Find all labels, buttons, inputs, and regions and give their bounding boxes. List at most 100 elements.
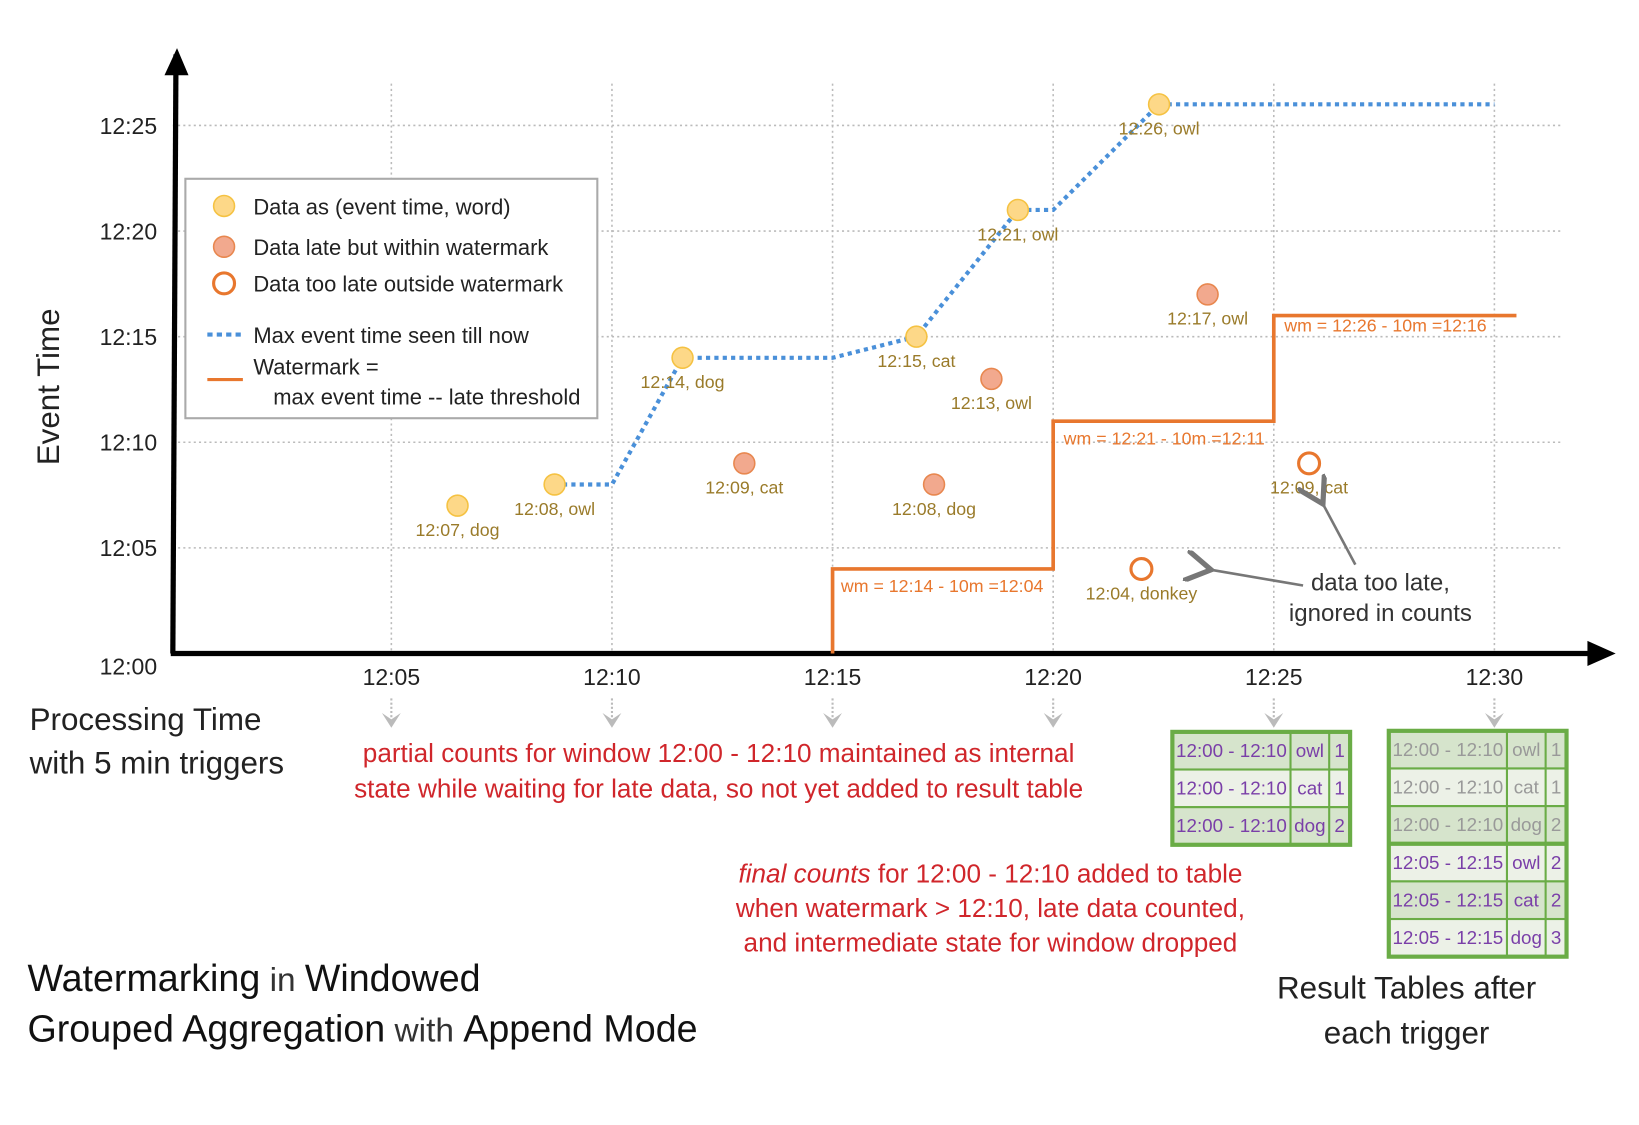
- x-axis-arrowhead: [1587, 640, 1616, 667]
- data-point-on-time: [1006, 198, 1030, 222]
- table-cell: 12:00 - 12:10: [1176, 778, 1287, 799]
- data-point-label: 12:14, dog: [641, 372, 725, 392]
- y-axis-title: Event Time: [31, 308, 66, 465]
- data-point-late: [1196, 283, 1219, 306]
- watermark-line: [830, 313, 1517, 654]
- table-row: [1387, 917, 1568, 958]
- data-point-on-time: [543, 473, 566, 496]
- x-tick-label: 12:20: [1024, 664, 1082, 690]
- trigger-arrow-head-icon: [381, 713, 401, 728]
- table-cell: 2: [1551, 852, 1561, 873]
- data-point-label: 12:09, cat: [1270, 478, 1348, 498]
- table-cell: 2: [1551, 889, 1561, 910]
- x-tick-label: 12:10: [583, 664, 641, 690]
- x-tick-label: 12:05: [363, 664, 421, 690]
- legend-item: max event time -- late threshold: [273, 385, 580, 410]
- legend-item: Max event time seen till now: [253, 323, 529, 348]
- y-tick-label: 12:05: [100, 535, 158, 561]
- table-cell: 12:00 - 12:10: [1392, 739, 1503, 760]
- on-time-dot-icon: [212, 194, 236, 218]
- trigger-arrow-head-icon: [1484, 713, 1504, 728]
- data-point-label: 12:13, owl: [951, 393, 1032, 413]
- table-cell: dog: [1511, 814, 1542, 835]
- x-tick-label: 12:15: [804, 664, 862, 690]
- data-point-too-late: [1297, 451, 1322, 476]
- trigger-arrow-head-icon: [1043, 713, 1063, 728]
- partial-counts-note: partial counts for window 12:00 - 12:10 …: [363, 738, 1075, 768]
- table-cell: 12:05 - 12:15: [1392, 852, 1503, 873]
- x-axis-title-line1: Processing Time: [30, 702, 262, 737]
- final-counts-note: when watermark > 12:10, late data counte…: [735, 893, 1245, 923]
- y-tick-label: 12:20: [100, 218, 158, 244]
- data-point-late: [922, 473, 946, 496]
- table-row: [1387, 805, 1568, 845]
- too-late-ring-icon: [212, 271, 237, 296]
- data-point-on-time: [1147, 93, 1171, 116]
- legend-item: Data too late outside watermark: [253, 272, 563, 297]
- final-counts-note: final counts for 12:00 - 12:10 added to …: [738, 858, 1242, 888]
- partial-counts-note: state while waiting for late data, so no…: [354, 774, 1083, 804]
- diagram-title-line2: Grouped Aggregation with Append Mode: [28, 1007, 698, 1049]
- y-axis-arrowhead: [164, 48, 189, 76]
- table-cell: 1: [1334, 778, 1344, 799]
- table-cell: 1: [1551, 777, 1561, 798]
- data-point-on-time: [905, 325, 928, 348]
- data-point-on-time: [446, 494, 469, 517]
- table-cell: owl: [1296, 740, 1324, 761]
- legend-item: Data as (event time, word): [253, 194, 510, 219]
- y-tick-label: 12:15: [100, 324, 158, 350]
- table-cell: cat: [1297, 778, 1323, 799]
- annotation-arrow: [1323, 504, 1357, 566]
- data-point-too-late: [1129, 556, 1154, 582]
- x-axis-title-line2: with 5 min triggers: [29, 746, 284, 781]
- watermark-label: wm = 12:14 - 10m =12:04: [840, 576, 1044, 596]
- data-point-label: 12:04, donkey: [1086, 583, 1198, 603]
- table-cell: cat: [1514, 889, 1540, 910]
- data-point-label: 12:07, dog: [416, 520, 500, 540]
- result-table-1230: 12:00 - 12:10 owl 1 12:00 - 12:10 cat 1 12:00 …: [1386, 728, 1569, 959]
- table-row: [1171, 768, 1352, 809]
- table-cell: 2: [1334, 815, 1344, 836]
- table-cell: 2: [1551, 814, 1561, 835]
- data-point-label: 12:08, dog: [892, 499, 976, 519]
- table-cell: 1: [1551, 739, 1561, 760]
- trigger-arrow-head-icon: [823, 713, 842, 728]
- y-tick-label: 12:25: [100, 113, 158, 139]
- data-point-label: 12:26, owl: [1119, 119, 1200, 139]
- table-cell: dog: [1294, 815, 1325, 836]
- table-cell: 12:00 - 12:10: [1176, 740, 1287, 761]
- table-cell: 12:05 - 12:15: [1392, 889, 1503, 910]
- data-point-label: 12:08, owl: [514, 499, 595, 519]
- table-cell: 12:00 - 12:10: [1392, 814, 1503, 835]
- legend: Data as (event time, word) Data late but…: [184, 177, 599, 420]
- table-cell: owl: [1512, 739, 1540, 760]
- diagram-title-line1: Watermarking in Windowed: [28, 957, 481, 999]
- data-point-label: 12:09, cat: [705, 478, 783, 498]
- data-point-label: 12:15, cat: [877, 351, 955, 371]
- legend-item: Watermark =: [253, 354, 378, 379]
- y-tick-label: 12:10: [100, 430, 158, 456]
- trigger-arrows: [381, 698, 1504, 728]
- data-point-late: [733, 452, 756, 475]
- x-tick-label: 12:25: [1245, 664, 1303, 690]
- too-late-note: data too late,: [1311, 570, 1450, 597]
- final-counts-note: and intermediate state for window droppe…: [744, 927, 1238, 957]
- table-cell: cat: [1514, 777, 1540, 798]
- data-point-label: 12:21, owl: [977, 224, 1058, 244]
- legend-item: Data late but within watermark: [253, 235, 548, 260]
- table-cell: 12:05 - 12:15: [1392, 927, 1503, 948]
- table-cell: 12:00 - 12:10: [1176, 815, 1287, 836]
- trigger-arrow-head-icon: [1264, 713, 1284, 728]
- result-tables-caption: each trigger: [1324, 1015, 1490, 1050]
- y-tick-label: 12:00: [100, 653, 158, 679]
- too-late-note: ignored in counts: [1289, 600, 1472, 627]
- watermark-label: wm = 12:26 - 10m =12:16: [1283, 315, 1487, 335]
- watermark-label: wm = 12:21 - 10m =12:11: [1063, 428, 1265, 448]
- x-tick-label: 12:30: [1466, 664, 1524, 690]
- table-row: [1387, 880, 1568, 921]
- max-event-time-line: [554, 102, 1495, 487]
- result-table-1225: 12:00 - 12:10 owl 1 12:00 - 12:10 cat 1 12:00 …: [1170, 729, 1353, 847]
- table-cell: dog: [1511, 927, 1542, 948]
- data-point-late: [980, 367, 1003, 391]
